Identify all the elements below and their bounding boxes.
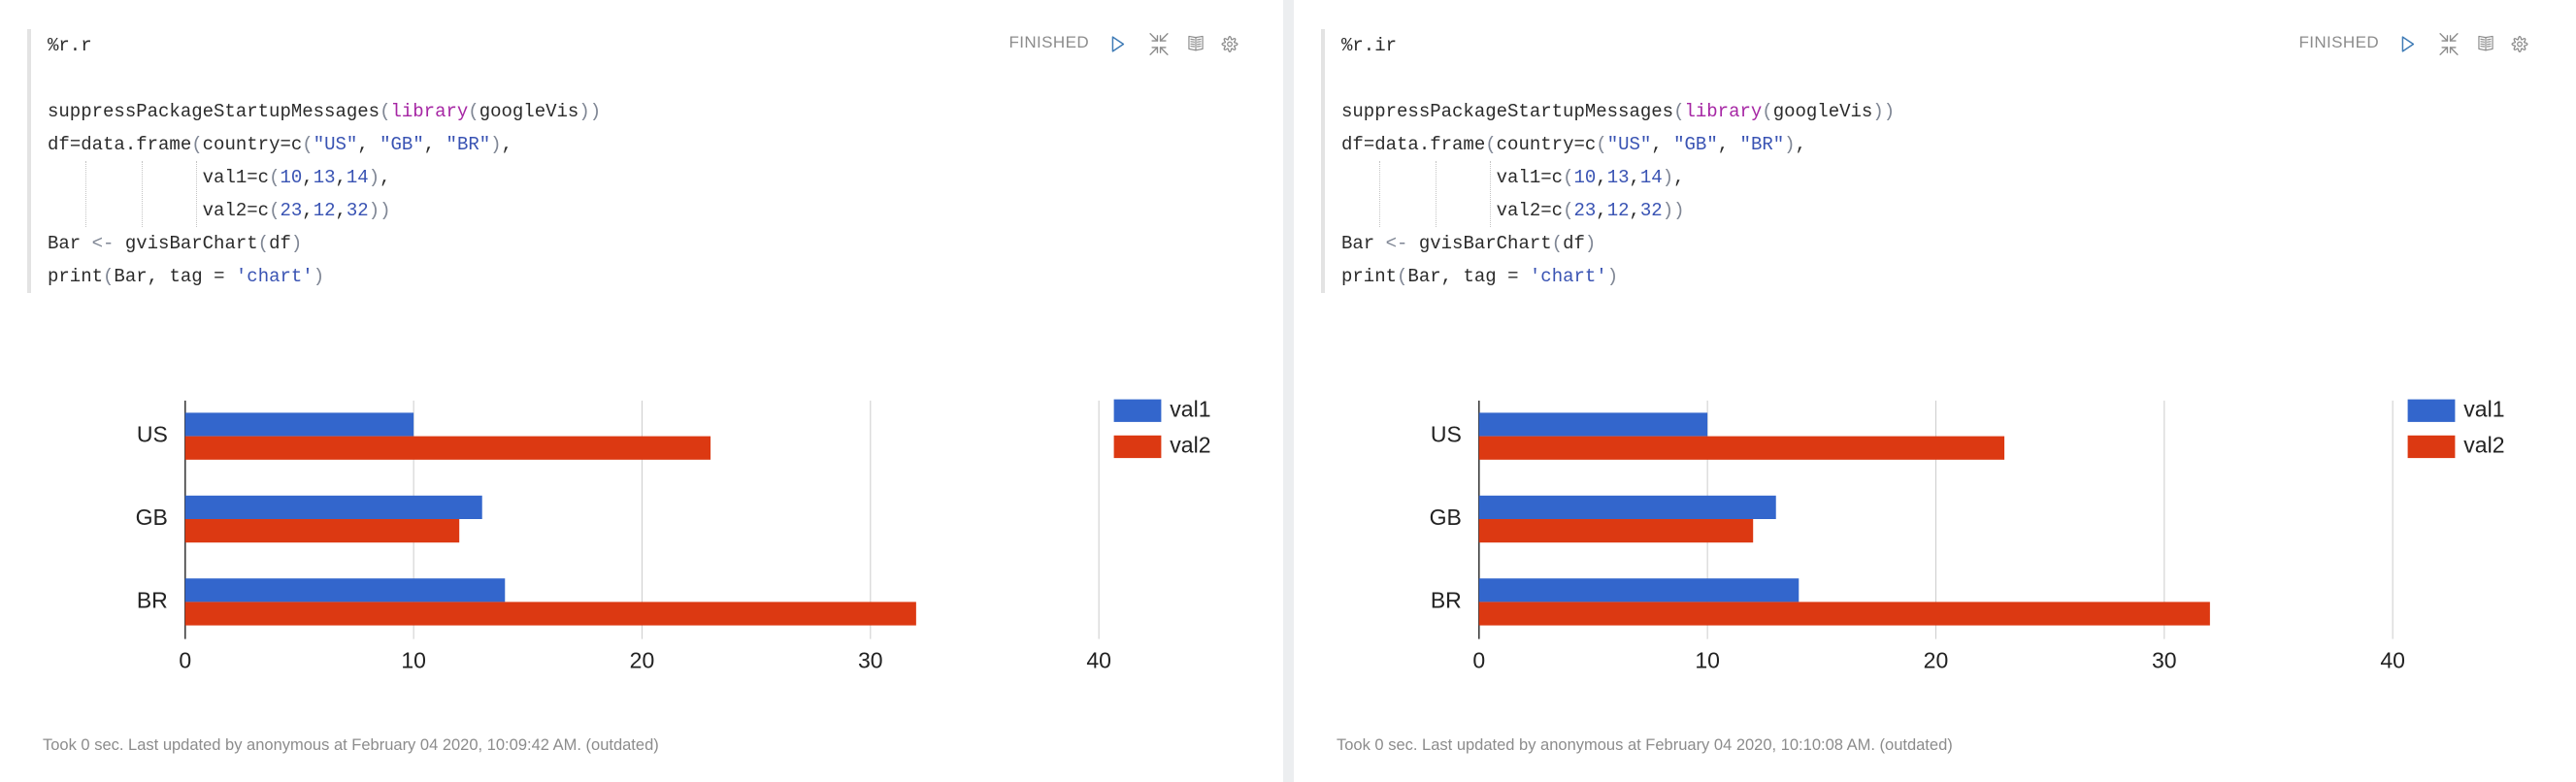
svg-text:10: 10 — [401, 648, 426, 673]
svg-text:BR: BR — [137, 587, 168, 612]
svg-text:40: 40 — [1086, 648, 1111, 673]
svg-text:val2: val2 — [2463, 433, 2504, 458]
svg-text:40: 40 — [2380, 648, 2405, 673]
svg-text:10: 10 — [1695, 648, 1720, 673]
svg-text:val2: val2 — [1170, 433, 1210, 458]
svg-text:GB: GB — [1430, 505, 1462, 530]
svg-text:0: 0 — [179, 648, 191, 673]
svg-text:val1: val1 — [2463, 396, 2504, 421]
svg-text:BR: BR — [1431, 587, 1462, 612]
svg-text:US: US — [137, 422, 168, 447]
svg-text:0: 0 — [1472, 648, 1485, 673]
svg-text:20: 20 — [1924, 648, 1949, 673]
svg-text:val1: val1 — [1170, 396, 1210, 421]
svg-text:US: US — [1431, 422, 1462, 447]
svg-text:30: 30 — [858, 648, 883, 673]
svg-text:GB: GB — [136, 505, 168, 530]
svg-text:20: 20 — [630, 648, 655, 673]
svg-text:30: 30 — [2152, 648, 2177, 673]
